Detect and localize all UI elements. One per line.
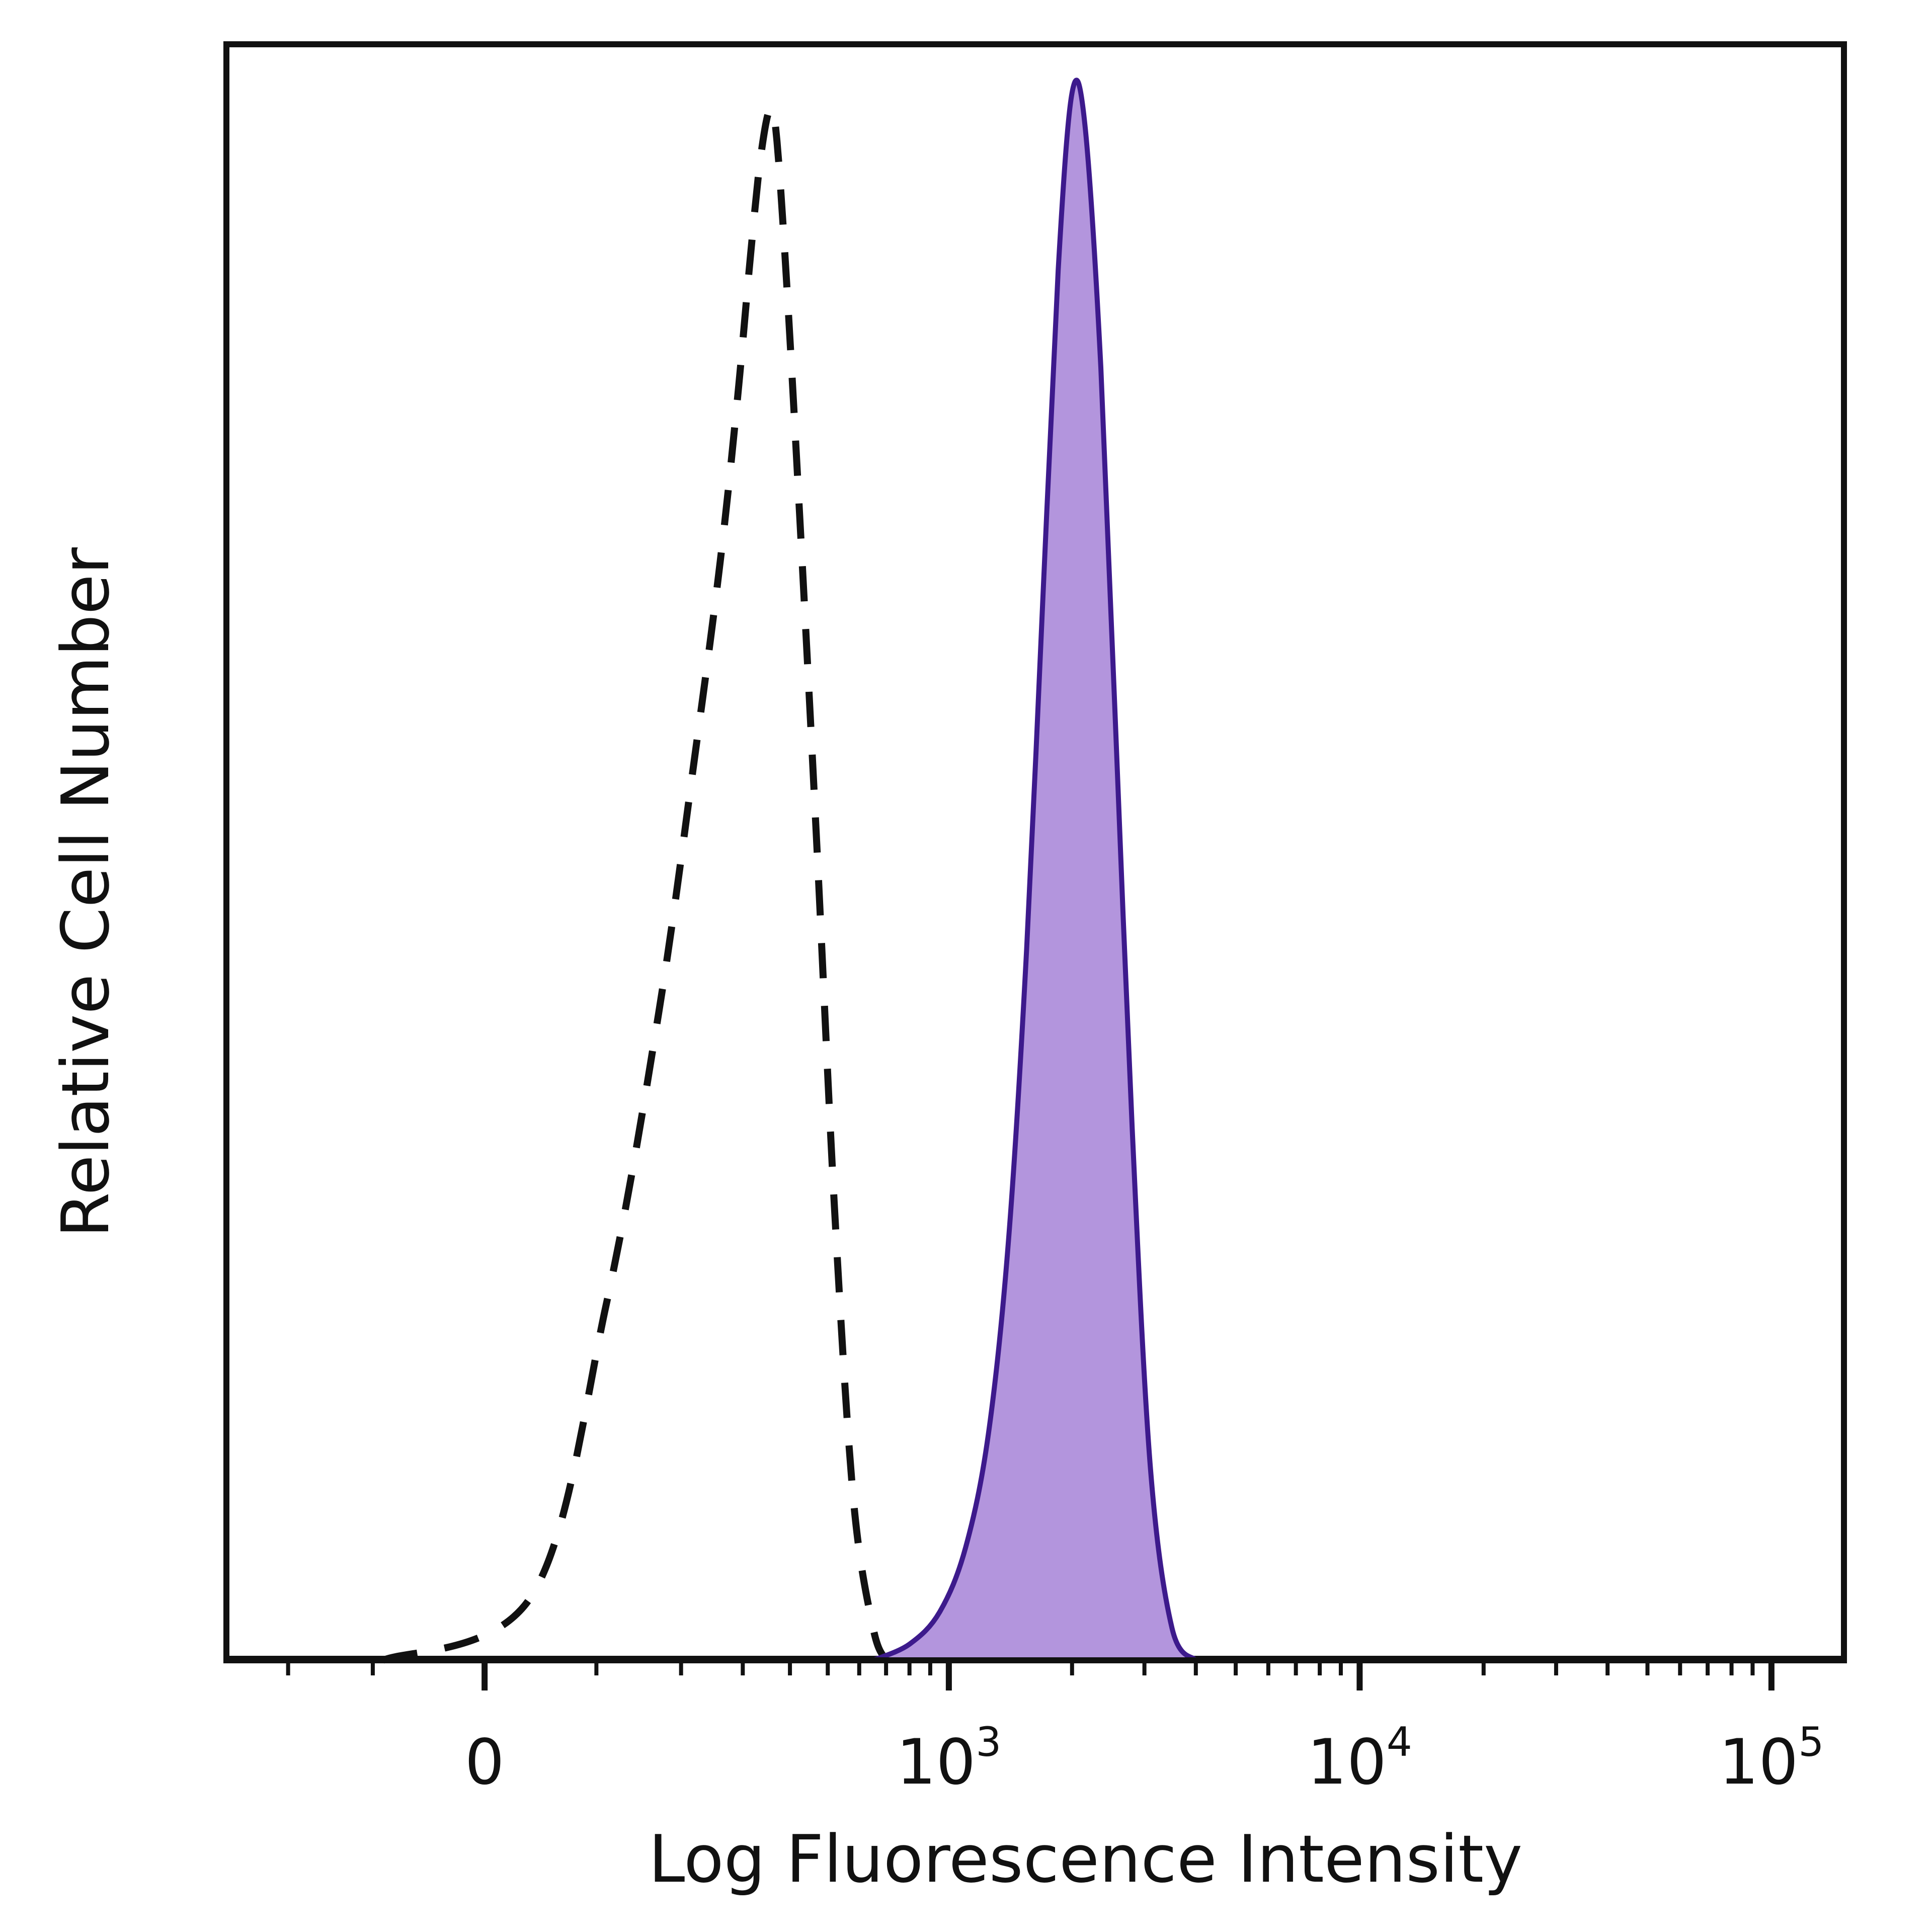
tick-label-1-base: 10 bbox=[897, 1726, 976, 1799]
series-0-line bbox=[381, 105, 890, 1664]
x-axis-ticks: 0 103 104 105 bbox=[286, 1660, 1824, 1799]
tick-label-1-exp: 3 bbox=[976, 1719, 1001, 1765]
tick-label-2-base: 10 bbox=[1307, 1726, 1387, 1799]
series-1-fill bbox=[873, 80, 1196, 1661]
tick-label-0-base: 0 bbox=[465, 1726, 505, 1799]
tick-label-3-exp: 5 bbox=[1798, 1719, 1824, 1765]
y-axis-title: Relative Cell Number bbox=[47, 547, 124, 1238]
tick-label-1: 103 bbox=[897, 1719, 1002, 1799]
tick-label-2: 104 bbox=[1307, 1719, 1412, 1799]
tick-label-0: 0 bbox=[465, 1726, 505, 1799]
tick-label-3-base: 10 bbox=[1719, 1726, 1799, 1799]
x-axis-title: Log Fluorescence Intensity bbox=[649, 1821, 1522, 1897]
plot-frame bbox=[223, 41, 1847, 1663]
series-1-line bbox=[872, 77, 1198, 1663]
tick-label-2-exp: 4 bbox=[1387, 1719, 1412, 1765]
tick-label-3: 105 bbox=[1719, 1719, 1824, 1799]
